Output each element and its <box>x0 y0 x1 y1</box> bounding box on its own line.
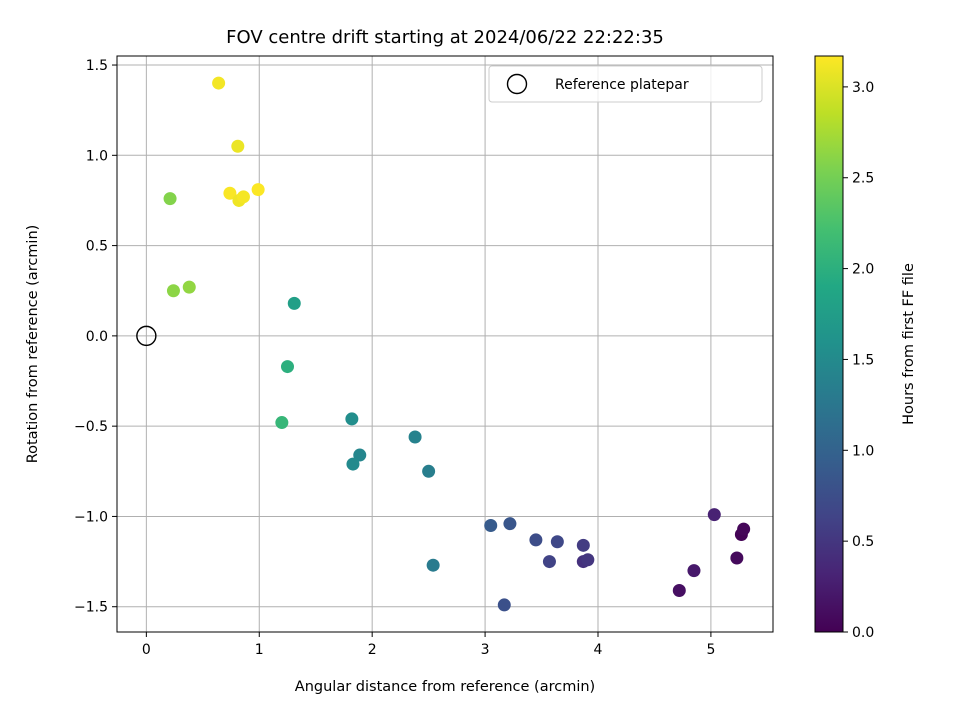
legend-label-reference: Reference platepar <box>555 77 689 93</box>
data-point <box>182 280 196 294</box>
colorbar-tick-label: 2.0 <box>852 262 874 278</box>
legend: Reference platepar <box>488 65 763 103</box>
data-points <box>163 76 751 612</box>
x-tick-label: 5 <box>706 642 715 658</box>
x-tick-label: 0 <box>142 642 151 658</box>
data-point <box>672 583 686 597</box>
legend-box <box>488 65 763 103</box>
x-axis-label: Angular distance from reference (arcmin) <box>295 679 595 695</box>
data-point <box>212 76 226 90</box>
colorbar-ticks: 0.0 0.5 1.0 1.5 2.0 2.5 3.0 <box>843 80 874 641</box>
data-point <box>345 412 359 426</box>
chart-title: FOV centre drift starting at 2024/06/22 … <box>226 27 664 48</box>
data-point <box>550 535 564 549</box>
data-point <box>426 558 440 572</box>
data-point <box>236 190 250 204</box>
reference-platepar-marker <box>136 325 157 347</box>
colorbar-tick-label: 3.0 <box>852 80 874 96</box>
colorbar-frame <box>814 55 844 633</box>
x-axis-ticks: 0 1 2 3 4 5 <box>142 632 715 658</box>
data-point <box>497 598 511 612</box>
colorbar-label: Hours from first FF file <box>901 263 917 425</box>
data-point <box>542 555 556 569</box>
y-tick-label: 0.5 <box>86 239 108 255</box>
data-point <box>422 464 436 478</box>
data-point <box>576 538 590 552</box>
data-point <box>687 564 701 578</box>
grid <box>117 56 773 632</box>
data-point <box>346 457 360 471</box>
data-point <box>484 518 498 532</box>
data-point <box>223 186 237 200</box>
colorbar-tick-label: 2.5 <box>852 171 874 187</box>
data-point <box>251 183 265 197</box>
colorbar-gradient <box>815 56 843 632</box>
x-tick-label: 4 <box>594 642 603 658</box>
y-tick-label: 1.5 <box>86 58 108 74</box>
colorbar-tick-label: 1.0 <box>852 443 874 459</box>
data-point <box>408 430 422 444</box>
colorbar-tick-label: 1.5 <box>852 352 874 368</box>
y-axis-ticks: −1.5 −1.0 −0.5 0.0 0.5 1.0 1.5 <box>74 58 117 616</box>
y-tick-label: 1.0 <box>86 148 108 164</box>
data-point <box>707 508 721 522</box>
data-point <box>503 517 517 531</box>
reference-marker-group <box>136 325 157 347</box>
x-tick-label: 3 <box>481 642 490 658</box>
data-point <box>730 551 744 565</box>
y-tick-label: −1.5 <box>74 600 108 616</box>
x-tick-label: 1 <box>255 642 264 658</box>
data-point <box>737 522 751 536</box>
y-tick-label: −1.0 <box>74 509 108 525</box>
data-point <box>231 139 245 153</box>
y-tick-label: −0.5 <box>74 419 108 435</box>
data-point <box>287 296 301 310</box>
data-point <box>353 448 367 462</box>
data-point <box>581 553 595 567</box>
plot-frame <box>116 55 774 633</box>
data-point <box>166 284 180 298</box>
data-point <box>280 360 294 374</box>
data-point <box>163 192 177 206</box>
data-point <box>529 533 543 547</box>
colorbar-tick-label: 0.5 <box>852 534 874 550</box>
data-point <box>275 416 289 430</box>
colorbar: 0.0 0.5 1.0 1.5 2.0 2.5 3.0 Hours from first F… <box>814 55 917 641</box>
y-axis-label: Rotation from reference (arcmin) <box>25 225 41 464</box>
legend-marker-reference <box>506 73 528 95</box>
colorbar-tick-label: 0.0 <box>852 625 874 641</box>
x-tick-label: 2 <box>368 642 377 658</box>
y-tick-label: 0.0 <box>86 329 108 345</box>
